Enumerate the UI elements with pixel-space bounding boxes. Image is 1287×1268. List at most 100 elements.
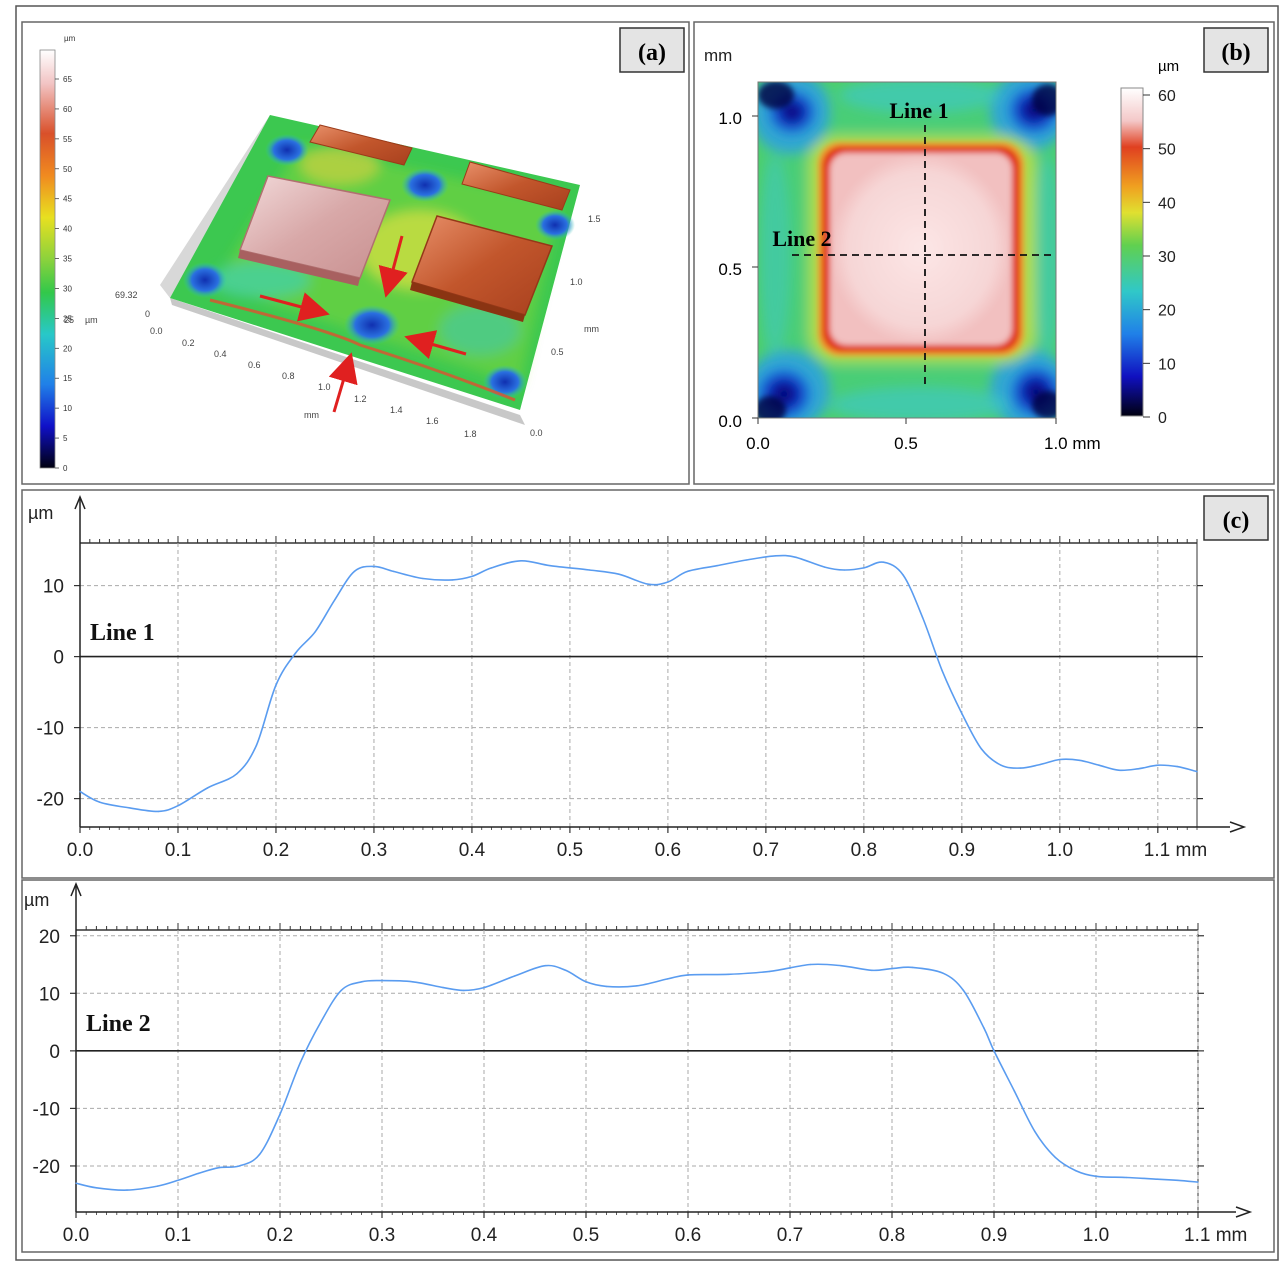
profile-data-point (1074, 1169, 1077, 1172)
panel-c-frame-bottom (21, 879, 1275, 1253)
panel-a-depth-tick: 1.6 (426, 416, 439, 426)
panel-c-label-box (1203, 495, 1269, 541)
pad-top-left (309, 124, 413, 166)
profile-data-point (334, 599, 336, 601)
profile-data-point (585, 981, 587, 983)
panel-b-y-tick: 0.5 (718, 260, 742, 279)
profile-data-point (520, 560, 522, 562)
profile-data-point (774, 555, 777, 557)
red-arrow-4 (328, 352, 358, 413)
depression-3 (535, 210, 575, 240)
profile-data-point (891, 967, 893, 970)
panel-b-x-tick: 1.0 mm (1044, 434, 1101, 453)
colorbar-a-tick-label: 10 (63, 404, 72, 413)
pad-top-right (461, 161, 571, 211)
depression-5 (344, 305, 400, 345)
profile-data-point (255, 744, 258, 747)
x-tick-label: 0.5 (573, 1225, 599, 1246)
panel-b-y-unit: mm (704, 46, 732, 65)
profile-data-point (360, 981, 363, 983)
panel-b-colorbar-unit: µm (1158, 58, 1179, 75)
profile-data-point (961, 712, 963, 715)
profile-data-point (294, 652, 297, 654)
profile-chart-line2: 0.0 0.1 0.2 0.3 0.4 0.5 0.6 0.7 0.8 0.9 1.0 1.1 mm 2… (24, 882, 1253, 1246)
panel-a-depth-tick: 0.2 (182, 338, 195, 348)
panel-a-side-label: µm (85, 315, 98, 325)
profile-data-point (686, 570, 689, 573)
colorbar-a-tick-label: 30 (63, 284, 72, 293)
panel-a-right-tick: 0.5 (551, 347, 564, 357)
profile-data-point (275, 684, 277, 686)
profile-data-point (206, 787, 209, 789)
depression-4 (183, 262, 227, 298)
figure-border (15, 5, 1279, 1261)
profile-data-point (843, 569, 846, 571)
y-tick-label: 10 (39, 984, 60, 1005)
colorbar-a-tick-label: 45 (63, 195, 72, 204)
panel-b-label-box (1203, 27, 1269, 73)
profile-data-point (451, 579, 454, 581)
profile-data-point (1125, 1176, 1128, 1179)
x-tick-label: 0.1 (165, 840, 191, 861)
colorbar-a-tick-label: 60 (63, 105, 72, 114)
x-tick-label: 0.0 (67, 840, 93, 861)
profile-data-point (1197, 1181, 1199, 1183)
x-tick-label: 1.0 (1083, 1225, 1109, 1246)
colorbar-a-tick-label: 40 (63, 225, 72, 234)
panel-a-depth-tick: 0.4 (214, 349, 227, 359)
depression-6 (483, 365, 527, 399)
profile-data-point (1137, 768, 1139, 770)
x-tick-label: 0.9 (981, 1225, 1007, 1246)
profile-data-point (942, 972, 944, 974)
line2-label: Line 2 (772, 226, 831, 251)
profile-annotation: Line 2 (86, 1011, 151, 1037)
x-axis-arrow (1229, 821, 1247, 833)
profile-data-point (1095, 1175, 1097, 1178)
profile-chart-line1: 0.0 0.1 0.2 0.3 0.4 0.5 0.6 0.7 0.8 0.9 1.0 1.1 mm 1… (28, 495, 1247, 861)
profile-data-point (513, 975, 516, 977)
x-tick-label: 0.8 (851, 840, 877, 861)
profile-data-point (1117, 769, 1120, 771)
profile-data-point (95, 1187, 98, 1189)
pad-pink-side (238, 250, 360, 286)
colorbar-a-tick-label: 25 (63, 314, 72, 323)
red-arrow-1 (259, 292, 330, 322)
profile-data-point (1157, 764, 1159, 766)
panel-a-depth-tick: 1.0 (318, 382, 331, 392)
profile-data-point (299, 1061, 302, 1064)
panel-a-right-tick: 0.0 (530, 428, 543, 438)
profile-data-point (983, 1027, 985, 1029)
panel-a-right-tick: 1.5 (588, 214, 601, 224)
colorbar-b-tick-label: 30 (1158, 249, 1176, 266)
profile-data-point (687, 974, 689, 976)
profile-data-point (911, 966, 914, 969)
profile-data-point (728, 973, 730, 976)
x-tick-label: 1.1 mm (1144, 840, 1207, 861)
panel-a-side-label: 25 (64, 315, 74, 325)
panel-a-label: (a) (638, 40, 666, 66)
profile-data-point (392, 570, 395, 573)
profile-data-point (340, 989, 343, 992)
profile-data-point (1098, 764, 1100, 766)
panel-a-frame (21, 21, 690, 485)
profile-data-point (666, 978, 669, 980)
panel-b-y-tick: 1.0 (718, 109, 742, 128)
profile-data-point (490, 567, 493, 569)
profile-data-point (471, 575, 473, 578)
profile-series-line (79, 554, 1198, 813)
panel-a-right-tick: 1.0 (570, 277, 583, 287)
colorbar-a-tick-label: 20 (63, 344, 72, 353)
profile-data-point (1156, 1178, 1158, 1180)
profile-data-point (1176, 1179, 1179, 1182)
panel-b-x-tick: 0.5 (894, 434, 918, 453)
profile-data-point (809, 963, 812, 966)
x-tick-label: 1.1 mm (1184, 1225, 1247, 1246)
y-tick-label: -20 (33, 1157, 60, 1178)
profile-data-point (1039, 763, 1041, 766)
panel-a-depth-unit: mm (304, 410, 319, 420)
profile-data-point (1078, 759, 1081, 762)
panel-a-colorbar (39, 49, 56, 469)
profile-data-point (921, 616, 924, 619)
profile-data-point (75, 1182, 77, 1184)
